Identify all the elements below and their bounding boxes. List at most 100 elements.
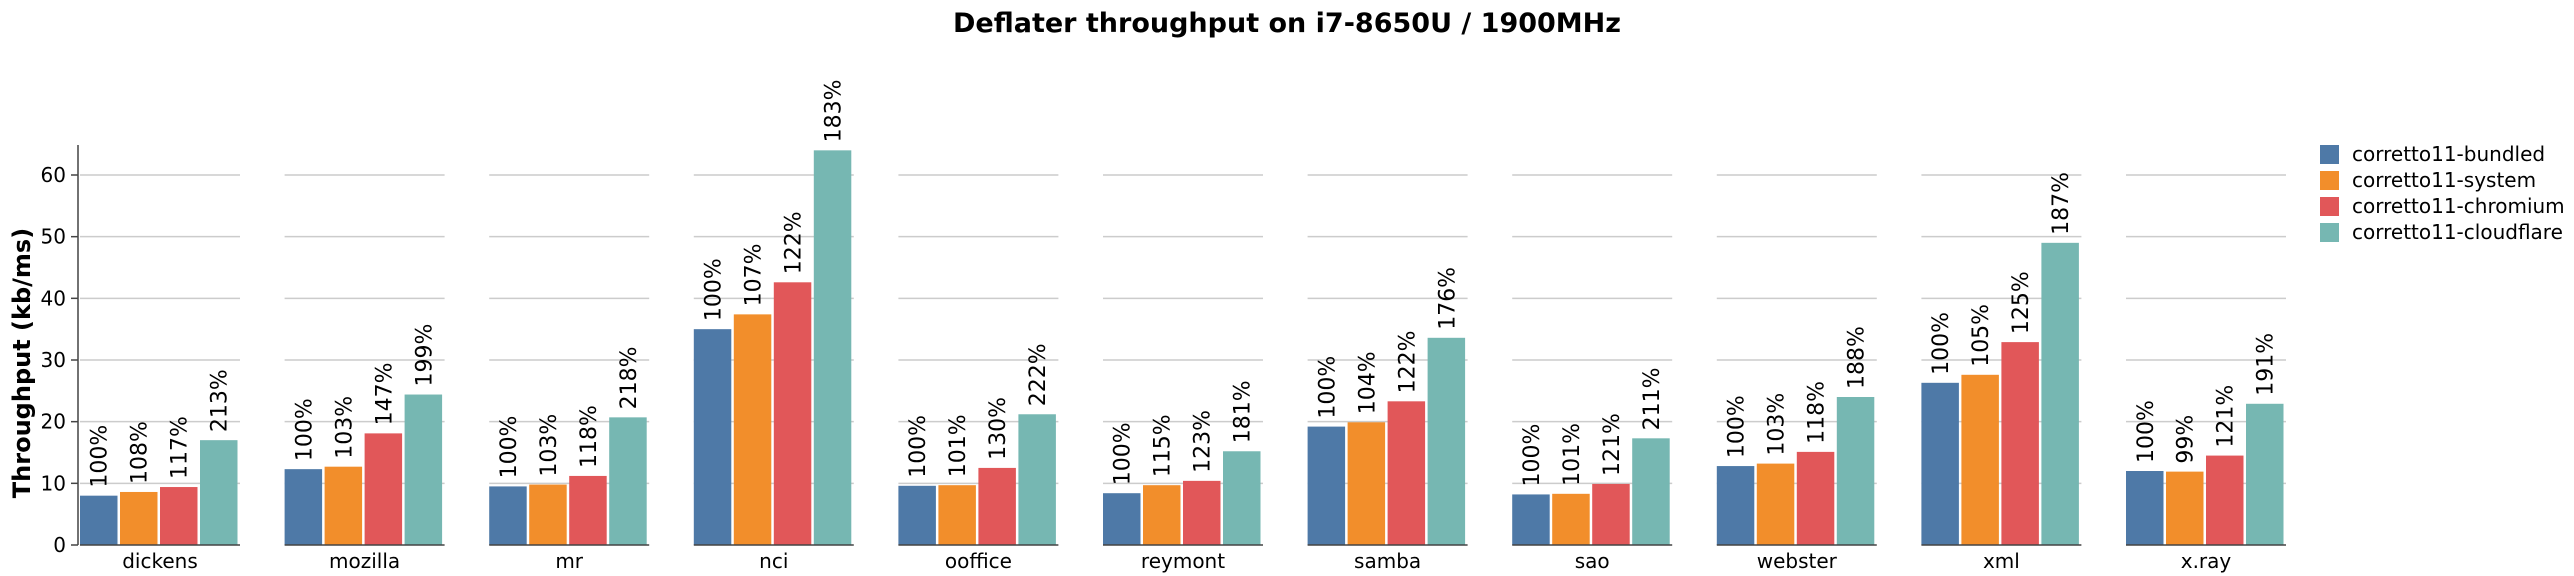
data-label: 176%	[1435, 267, 1460, 330]
category-label: x.ray	[2181, 549, 2232, 573]
data-label: 100%	[702, 258, 727, 321]
bar	[2126, 471, 2164, 545]
data-label: 100%	[1520, 424, 1545, 487]
bar	[1552, 493, 1590, 545]
y-tick-label: 60	[41, 163, 66, 187]
category-label: mozilla	[329, 549, 400, 573]
data-label: 117%	[168, 416, 193, 479]
data-label: 181%	[1231, 380, 1256, 443]
bar	[1387, 401, 1426, 545]
bar	[1921, 382, 1959, 545]
y-tick-label: 20	[41, 410, 66, 434]
legend-swatch	[2320, 171, 2339, 190]
category-label: nci	[759, 549, 788, 573]
data-label: 103%	[332, 396, 357, 459]
legend-label: corretto11-bundled	[2352, 142, 2545, 166]
bar	[898, 485, 936, 545]
bar	[978, 467, 1016, 545]
y-tick-label: 0	[53, 533, 66, 557]
category-label: dickens	[122, 549, 198, 573]
bar	[1796, 451, 1835, 545]
data-label: 183%	[822, 79, 847, 142]
bar	[2246, 403, 2284, 545]
bars-layer: 100% 108% 117% 213% 100% 103% 147% 199% 100% 103%…	[80, 79, 2284, 546]
bar	[693, 329, 732, 545]
data-label: 118%	[577, 405, 602, 468]
data-label: 188%	[1845, 326, 1870, 389]
bar	[1592, 483, 1630, 545]
bar	[569, 475, 607, 545]
data-label: 100%	[2134, 400, 2159, 463]
bar	[1632, 438, 1670, 545]
category-label: reymont	[1141, 549, 1225, 573]
legend-label: corretto11-chromium	[2352, 194, 2565, 218]
category-label: sao	[1575, 549, 1610, 573]
data-label: 103%	[1765, 393, 1790, 456]
bar	[733, 314, 772, 545]
y-tick-label: 10	[41, 471, 66, 495]
bar	[1836, 397, 1875, 545]
data-label: 100%	[88, 425, 113, 488]
data-label: 218%	[617, 346, 642, 409]
data-label: 100%	[1929, 312, 1954, 375]
y-tick-label: 30	[41, 348, 66, 372]
y-tick-label: 40	[41, 286, 66, 310]
axis-layer: 0 10 20 30 40 50 60 dickens mozilla mr nci ooffice r…	[41, 145, 2286, 573]
data-label: 100%	[1725, 395, 1750, 458]
category-label: ooffice	[945, 549, 1012, 573]
legend-label: corretto11-cloudflare	[2352, 220, 2563, 244]
bar	[529, 484, 567, 545]
legend-swatch	[2320, 197, 2339, 216]
category-label: xml	[1983, 549, 2020, 573]
data-label: 100%	[292, 398, 317, 461]
bar	[938, 485, 976, 545]
data-label: 187%	[2049, 172, 2074, 235]
data-label: 130%	[986, 397, 1011, 460]
bar	[1143, 485, 1181, 545]
data-label: 199%	[412, 324, 437, 387]
bar	[200, 440, 238, 545]
category-label: webster	[1757, 549, 1838, 573]
bar	[324, 466, 363, 545]
data-label: 108%	[128, 421, 153, 484]
data-label: 118%	[1805, 381, 1830, 444]
data-label: 101%	[1560, 423, 1585, 486]
bar	[364, 433, 403, 545]
data-label: 122%	[1395, 330, 1420, 393]
bar	[1103, 493, 1141, 545]
data-label: 191%	[2254, 333, 2279, 396]
data-label: 211%	[1640, 367, 1665, 430]
data-label: 121%	[1600, 413, 1625, 476]
legend: corretto11-bundledcorretto11-systemcorre…	[2320, 142, 2565, 244]
data-label: 100%	[1111, 422, 1136, 485]
bar	[1427, 337, 1466, 545]
data-label: 100%	[1315, 356, 1340, 419]
bar	[80, 495, 118, 545]
bar	[2206, 455, 2244, 545]
data-label: 107%	[742, 243, 767, 306]
data-label: 125%	[2009, 271, 2034, 334]
bar	[1756, 463, 1795, 545]
data-label: 122%	[782, 211, 807, 274]
bar	[813, 150, 852, 546]
bar	[489, 486, 527, 545]
data-label: 100%	[497, 416, 522, 479]
bar	[2166, 471, 2204, 545]
y-axis-label: Throughput (kb/ms)	[8, 228, 36, 498]
bar	[1223, 451, 1261, 545]
bar	[773, 282, 812, 545]
data-label: 104%	[1355, 351, 1380, 414]
bar	[1512, 494, 1550, 545]
bar	[1307, 426, 1346, 545]
data-label: 147%	[372, 362, 397, 425]
bar	[1347, 422, 1386, 545]
legend-swatch	[2320, 145, 2339, 164]
data-label: 101%	[946, 414, 971, 477]
legend-swatch	[2320, 223, 2339, 242]
bar	[1183, 480, 1221, 545]
legend-label: corretto11-system	[2352, 168, 2536, 192]
y-tick-label: 50	[41, 225, 66, 249]
data-label: 105%	[1969, 304, 1994, 367]
bar	[1961, 374, 1999, 545]
